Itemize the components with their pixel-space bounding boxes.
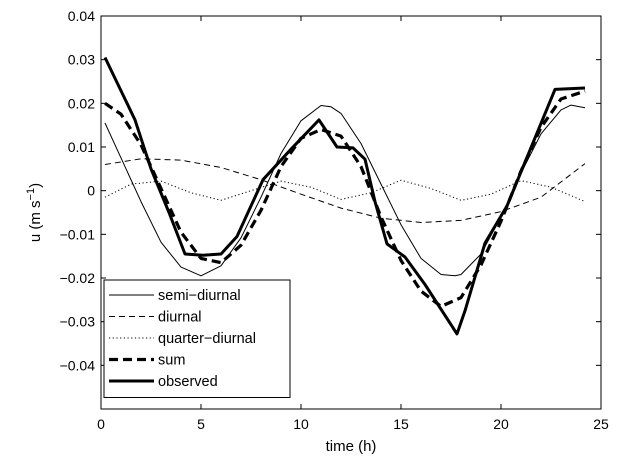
axes: 0 5 10 15 20 25 −0.04 −0.03 −0.02 −0.01 0 0.01 0.02 0… — [25, 8, 609, 455]
x-axis-title: time (h) — [326, 438, 377, 455]
y-axis-title-superscript: −1 — [25, 188, 37, 201]
y-tick-label: 0.04 — [68, 8, 95, 24]
series-line-1 — [104, 158, 586, 223]
legend-label-2: quarter−diurnal — [158, 331, 256, 347]
y-tick-label: −0.04 — [60, 357, 96, 373]
legend-label-0: semi−diurnal — [158, 288, 241, 304]
legend-box — [103, 279, 291, 398]
axes-box — [100, 15, 602, 410]
y-tick-label: 0.03 — [68, 52, 95, 68]
y-tick-label: 0.01 — [68, 139, 95, 155]
y-tick-label: −0.01 — [60, 226, 96, 242]
series-line-4 — [103, 56, 586, 336]
x-tick-label: 15 — [393, 416, 409, 432]
legend: semi−diurnal diurnal quarter−diurnal sum obs… — [103, 279, 291, 398]
x-tick-label: 20 — [493, 416, 509, 432]
x-tick-label: 25 — [593, 416, 609, 432]
series-line-2 — [104, 179, 586, 203]
y-axis-title-close: ) — [27, 183, 44, 188]
series-group — [103, 56, 586, 336]
y-tick-label: −0.02 — [60, 270, 96, 286]
x-tick-label: 5 — [197, 416, 205, 432]
legend-label-3: sum — [158, 353, 185, 369]
series-line-3 — [104, 89, 586, 308]
x-tick-label: 10 — [293, 416, 309, 432]
y-axis-title-base: u (m s — [27, 200, 44, 242]
y-axis-title: u (m s−1) — [25, 183, 44, 242]
legend-label-4: observed — [158, 374, 218, 390]
x-tick-label: 0 — [97, 416, 105, 432]
y-tick-label: 0 — [87, 183, 95, 199]
y-tick-label: 0.02 — [68, 95, 95, 111]
y-tick-label: −0.03 — [60, 314, 96, 330]
legend-label-1: diurnal — [158, 310, 202, 326]
plot-area — [103, 56, 586, 336]
